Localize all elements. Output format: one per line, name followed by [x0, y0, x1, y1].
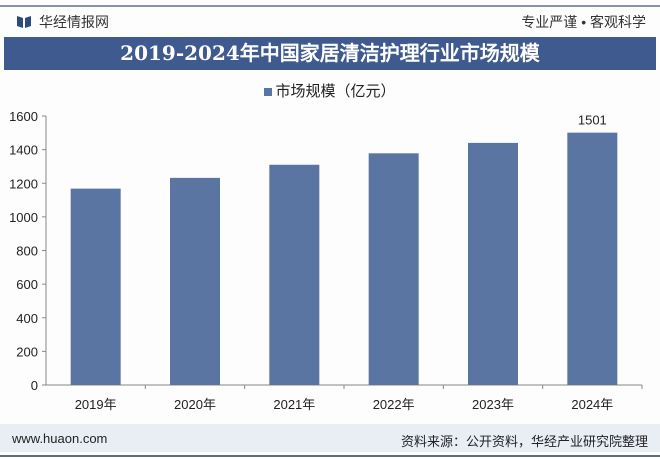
x-tick-label: 2020年: [174, 397, 216, 412]
data-label: 1501: [578, 113, 607, 128]
x-tick-label: 2019年: [75, 397, 117, 412]
x-tick-label: 2022年: [373, 397, 415, 412]
y-tick-label: 800: [16, 244, 38, 259]
footer-band: [0, 424, 660, 452]
y-tick-label: 1600: [9, 109, 38, 124]
bar-2021年: [269, 164, 320, 385]
y-tick-label: 400: [16, 311, 38, 326]
chart-title: 2019-2024年中国家居清洁护理行业市场规模: [4, 37, 656, 70]
top-divider: [0, 5, 660, 7]
y-tick-label: 1400: [9, 143, 38, 158]
footer-website: www.huaon.com: [12, 431, 108, 446]
bar-2022年: [368, 153, 419, 385]
bar-2024年: [567, 132, 618, 385]
legend-swatch: [264, 88, 273, 97]
y-tick-label: 600: [16, 277, 38, 292]
slogan: 专业严谨 • 客观科学: [521, 14, 646, 30]
bottom-divider: [0, 455, 660, 457]
y-tick-label: 0: [31, 378, 38, 393]
y-tick-label: 200: [16, 344, 38, 359]
x-tick-label: 2021年: [273, 397, 315, 412]
y-tick-label: 1200: [9, 176, 38, 191]
x-tick-label: 2024年: [571, 397, 613, 412]
footer-source: 资料来源：公开资料，华经产业研究院整理: [400, 434, 648, 449]
legend-label: 市场规模（亿元）: [275, 83, 396, 100]
brand: 华经情报网: [17, 12, 109, 32]
bar-2019年: [70, 188, 121, 385]
bar-2020年: [170, 177, 220, 385]
x-tick-label: 2023年: [472, 397, 514, 412]
legend: 市场规模（亿元）: [0, 80, 660, 101]
y-tick-label: 1000: [9, 210, 38, 225]
bar-2023年: [468, 142, 518, 385]
brand-name: 华经情报网: [39, 14, 109, 30]
logo-icon: [17, 16, 31, 28]
